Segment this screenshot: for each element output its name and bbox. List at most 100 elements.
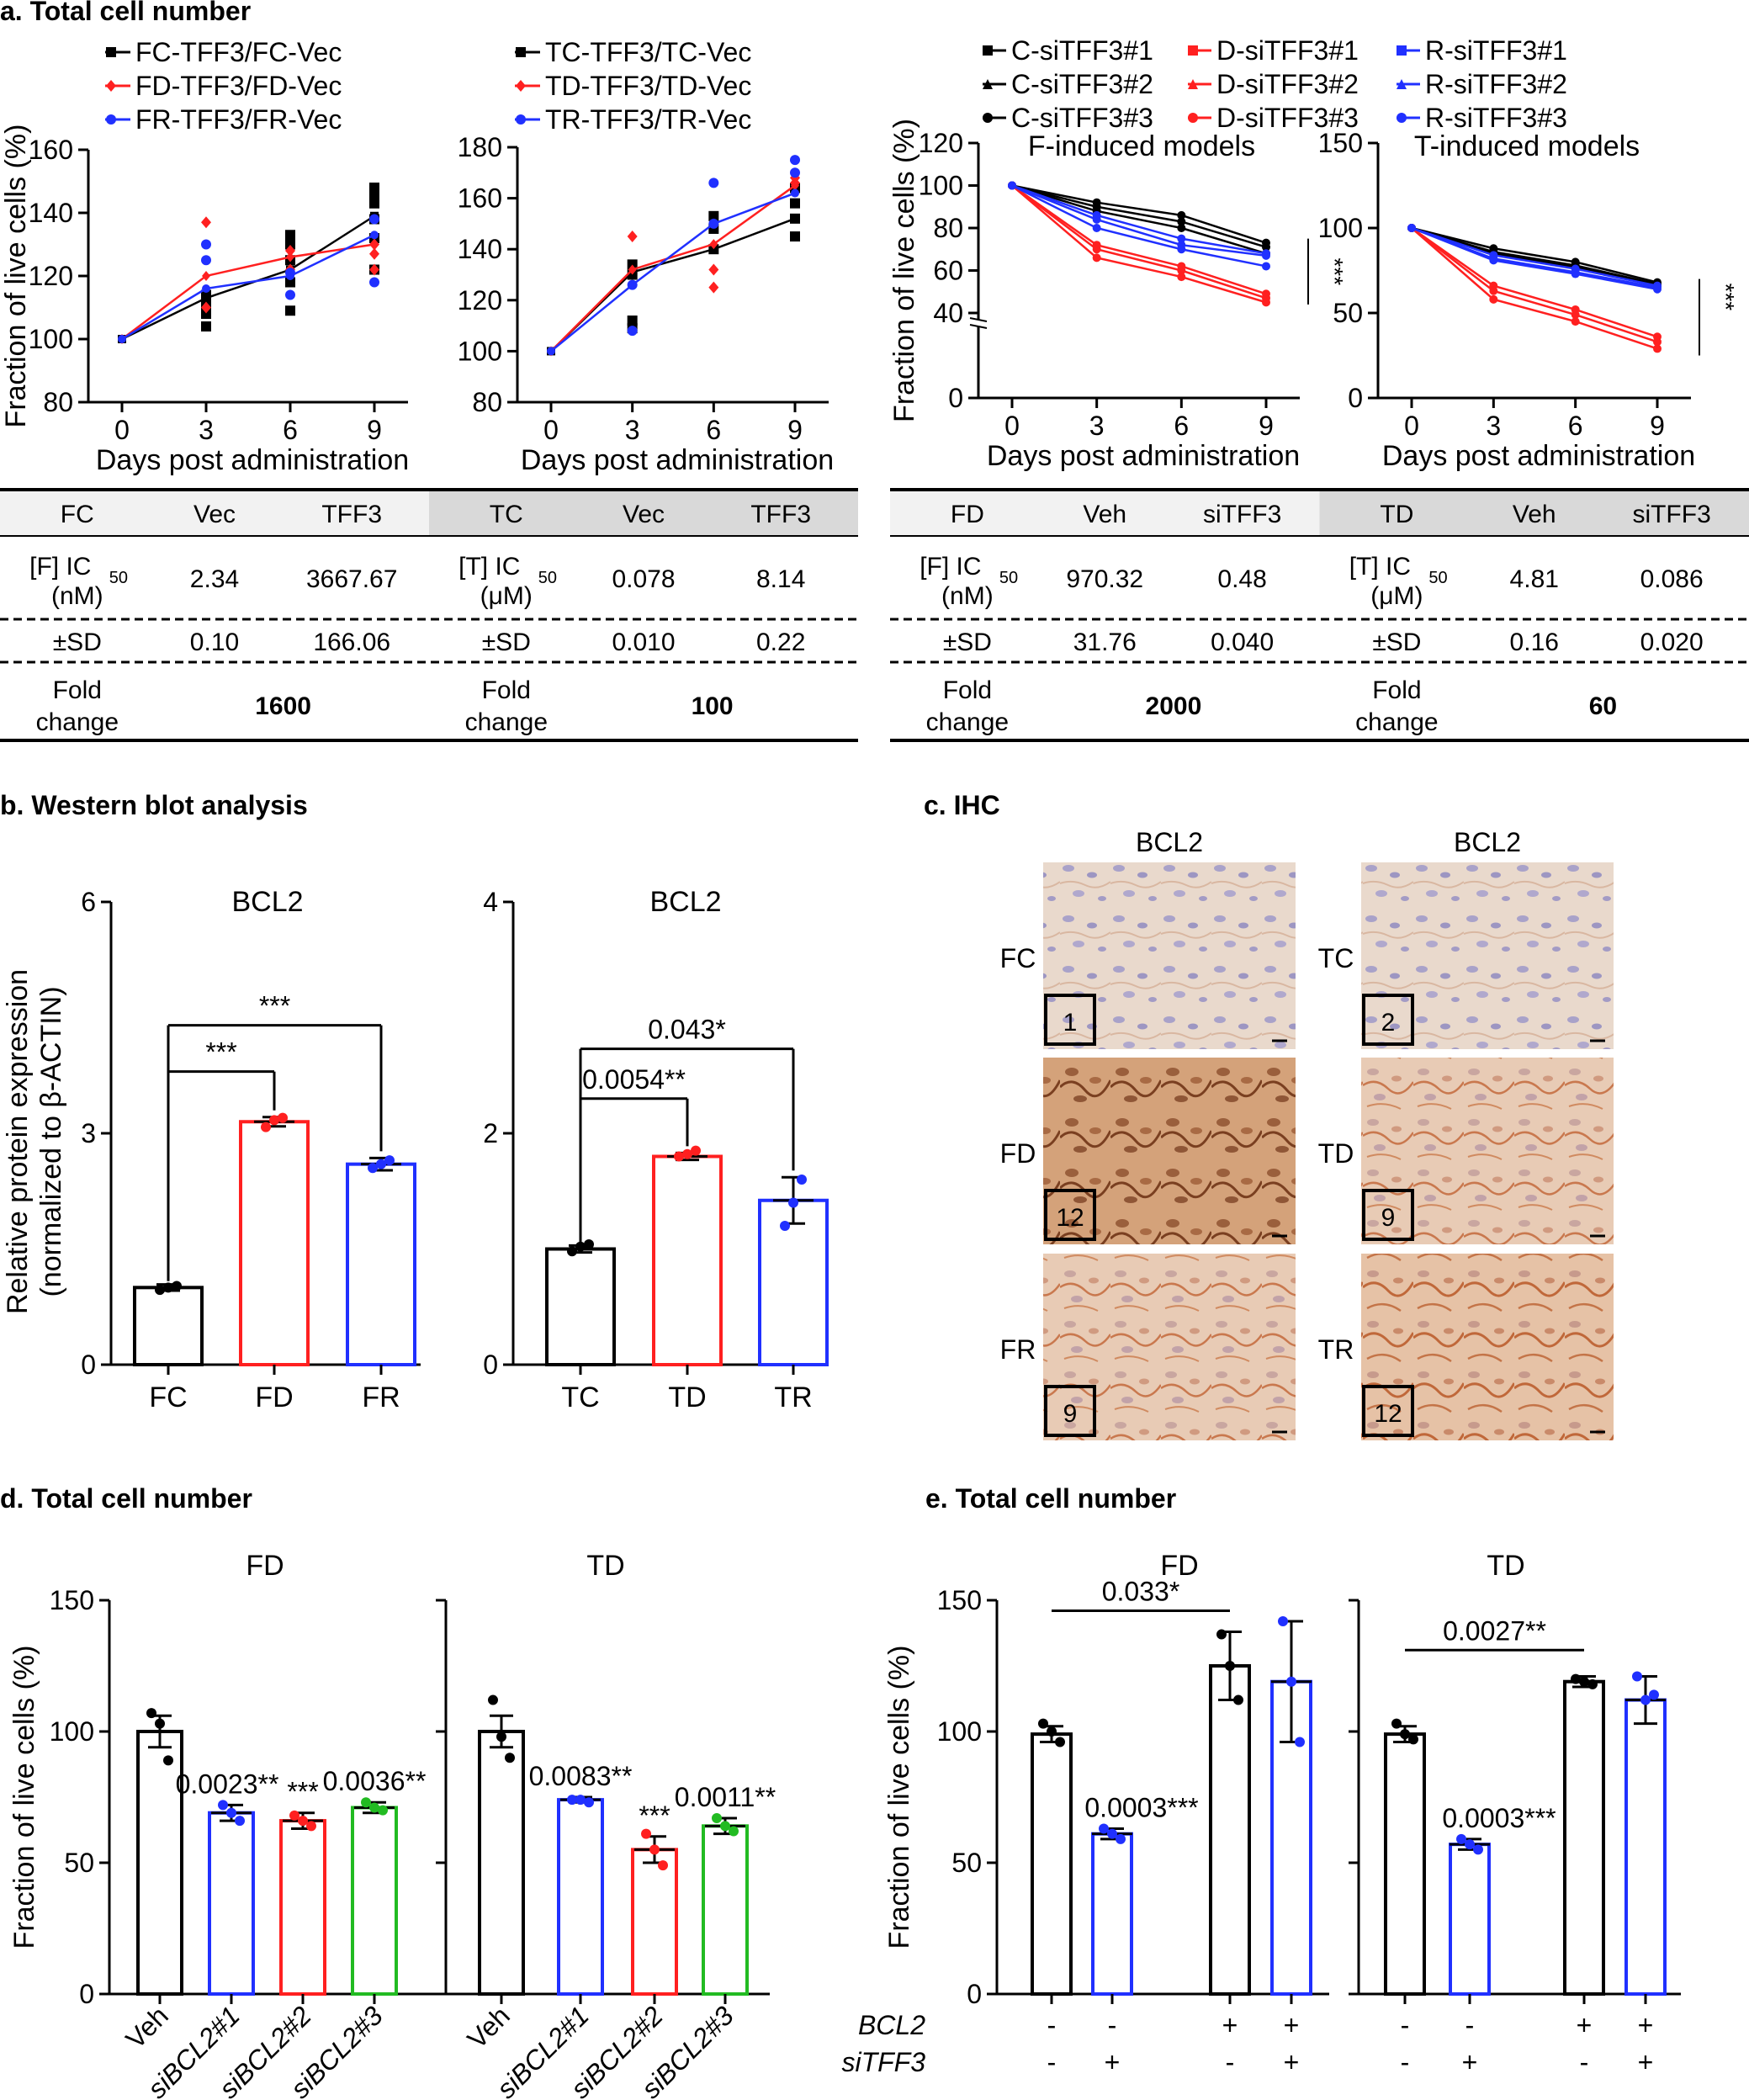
p-value-label: ***: [639, 1800, 670, 1831]
x-tick-label: 9: [787, 415, 803, 445]
chart-title: F-induced models: [1028, 130, 1255, 162]
data-point: [278, 1112, 288, 1123]
data-point: [790, 198, 800, 209]
ihc-score-box: [1362, 1189, 1414, 1241]
table-cell: 0.48: [1217, 565, 1266, 593]
table-cell: 970.32: [1066, 565, 1143, 593]
p-value-label: 0.0011**: [675, 1782, 776, 1812]
legend-marker: [516, 47, 526, 57]
ihc-score: 9: [1381, 1204, 1396, 1232]
data-point: [369, 1802, 379, 1813]
bar: [702, 1824, 749, 1997]
y-tick-label: 4: [483, 887, 498, 917]
x-tick-label: 6: [283, 415, 298, 445]
panel-e-label: e. Total cell number: [925, 1483, 1176, 1514]
data-point: [708, 281, 719, 294]
significance-label: 0.0054**: [582, 1064, 686, 1095]
table-cell-fold: 60: [1589, 692, 1617, 720]
data-point: [788, 1197, 798, 1208]
table-cell: 4.81: [1510, 565, 1559, 593]
y-tick-label: 0: [1348, 383, 1363, 413]
table-header-cell: FC: [61, 501, 94, 528]
data-point: [201, 255, 211, 266]
legend-entry: C-siTFF3#3: [1011, 103, 1153, 133]
y-tick-label: 6: [81, 887, 96, 917]
series-marker: [1571, 310, 1580, 320]
data-point: [1640, 1694, 1651, 1705]
ihc-image: [1043, 1058, 1296, 1244]
series-line: [1011, 184, 1267, 244]
series-marker: [1571, 317, 1580, 326]
bar: [1091, 1832, 1133, 1996]
series-marker: [1092, 224, 1101, 232]
data-point: [155, 1285, 165, 1296]
condition-value: -: [1580, 2047, 1589, 2077]
condition-value: -: [1226, 2047, 1235, 2077]
condition-value: +: [1638, 2010, 1654, 2040]
data-point: [790, 167, 800, 178]
series-marker: [1177, 245, 1186, 254]
data-point: [627, 316, 638, 326]
ihc-column-title: BCL2: [1454, 827, 1521, 857]
table-row-label-subscript: 50: [538, 569, 557, 587]
chart-title: FD: [1160, 1550, 1198, 1582]
series-marker: [1092, 215, 1101, 224]
data-point: [1225, 1661, 1235, 1671]
data-point: [1099, 1823, 1109, 1834]
data-point: [790, 155, 800, 166]
table-header-cell: FD: [951, 501, 984, 528]
data-point: [1400, 1729, 1410, 1740]
data-point: [1571, 1673, 1581, 1684]
table-cell: 0.010: [612, 628, 675, 656]
series-marker: [1177, 210, 1186, 220]
data-point: [1587, 1678, 1598, 1689]
y-tick-label: 0: [81, 1350, 96, 1380]
table-row-label: ±SD: [1372, 628, 1421, 656]
x-tick-label: 0: [114, 415, 130, 445]
data-point: [201, 309, 211, 319]
series-marker: [1177, 273, 1186, 282]
table-row-label: [T] IC: [1349, 553, 1411, 581]
y-axis-label: Fraction of live cells (%): [883, 1646, 915, 1949]
y-tick-label: 80: [43, 387, 73, 417]
data-point: [1391, 1718, 1402, 1729]
x-tick-label: Veh: [119, 2000, 173, 2054]
bar: [758, 1198, 829, 1366]
ihc-score: 9: [1063, 1400, 1078, 1428]
y-tick-label: 100: [937, 1716, 982, 1747]
table-header-cell: siTFF3: [1203, 501, 1281, 528]
p-value-label: 0.0003***: [1084, 1792, 1198, 1822]
data-point: [575, 1795, 586, 1806]
chart-title: BCL2: [649, 886, 721, 918]
table-row-label: (μM): [480, 582, 533, 610]
data-point: [790, 231, 800, 242]
data-point: [641, 1828, 651, 1839]
data-point: [708, 178, 719, 188]
data-point: [708, 244, 719, 255]
legend-entry: TD-TFF3/TD-Vec: [545, 71, 751, 101]
series-line: [1011, 184, 1267, 268]
series-marker: [1653, 337, 1662, 347]
data-point: [163, 1282, 173, 1293]
y-tick-label: 0: [948, 383, 963, 413]
condition-value: +: [1105, 2047, 1121, 2077]
data-point: [1233, 1694, 1243, 1705]
legend-marker: [106, 80, 116, 92]
legend-marker: [106, 114, 116, 125]
bar: [279, 1819, 326, 1997]
y-tick-label: 100: [29, 324, 73, 354]
bar: [346, 1162, 416, 1366]
table-row-label: [T] IC: [458, 553, 520, 581]
data-point: [369, 263, 379, 276]
table-header-cell: TFF3: [321, 501, 382, 528]
significance-label: ***: [259, 991, 290, 1021]
data-point: [627, 259, 638, 270]
data-point: [261, 1122, 271, 1132]
bar: [1563, 1679, 1605, 1996]
series-line: [1411, 227, 1658, 350]
table-cell: 3667.67: [306, 565, 397, 593]
series-line: [550, 184, 796, 353]
y-tick-label: 150: [1318, 128, 1363, 158]
legend-marker: [1397, 113, 1407, 123]
